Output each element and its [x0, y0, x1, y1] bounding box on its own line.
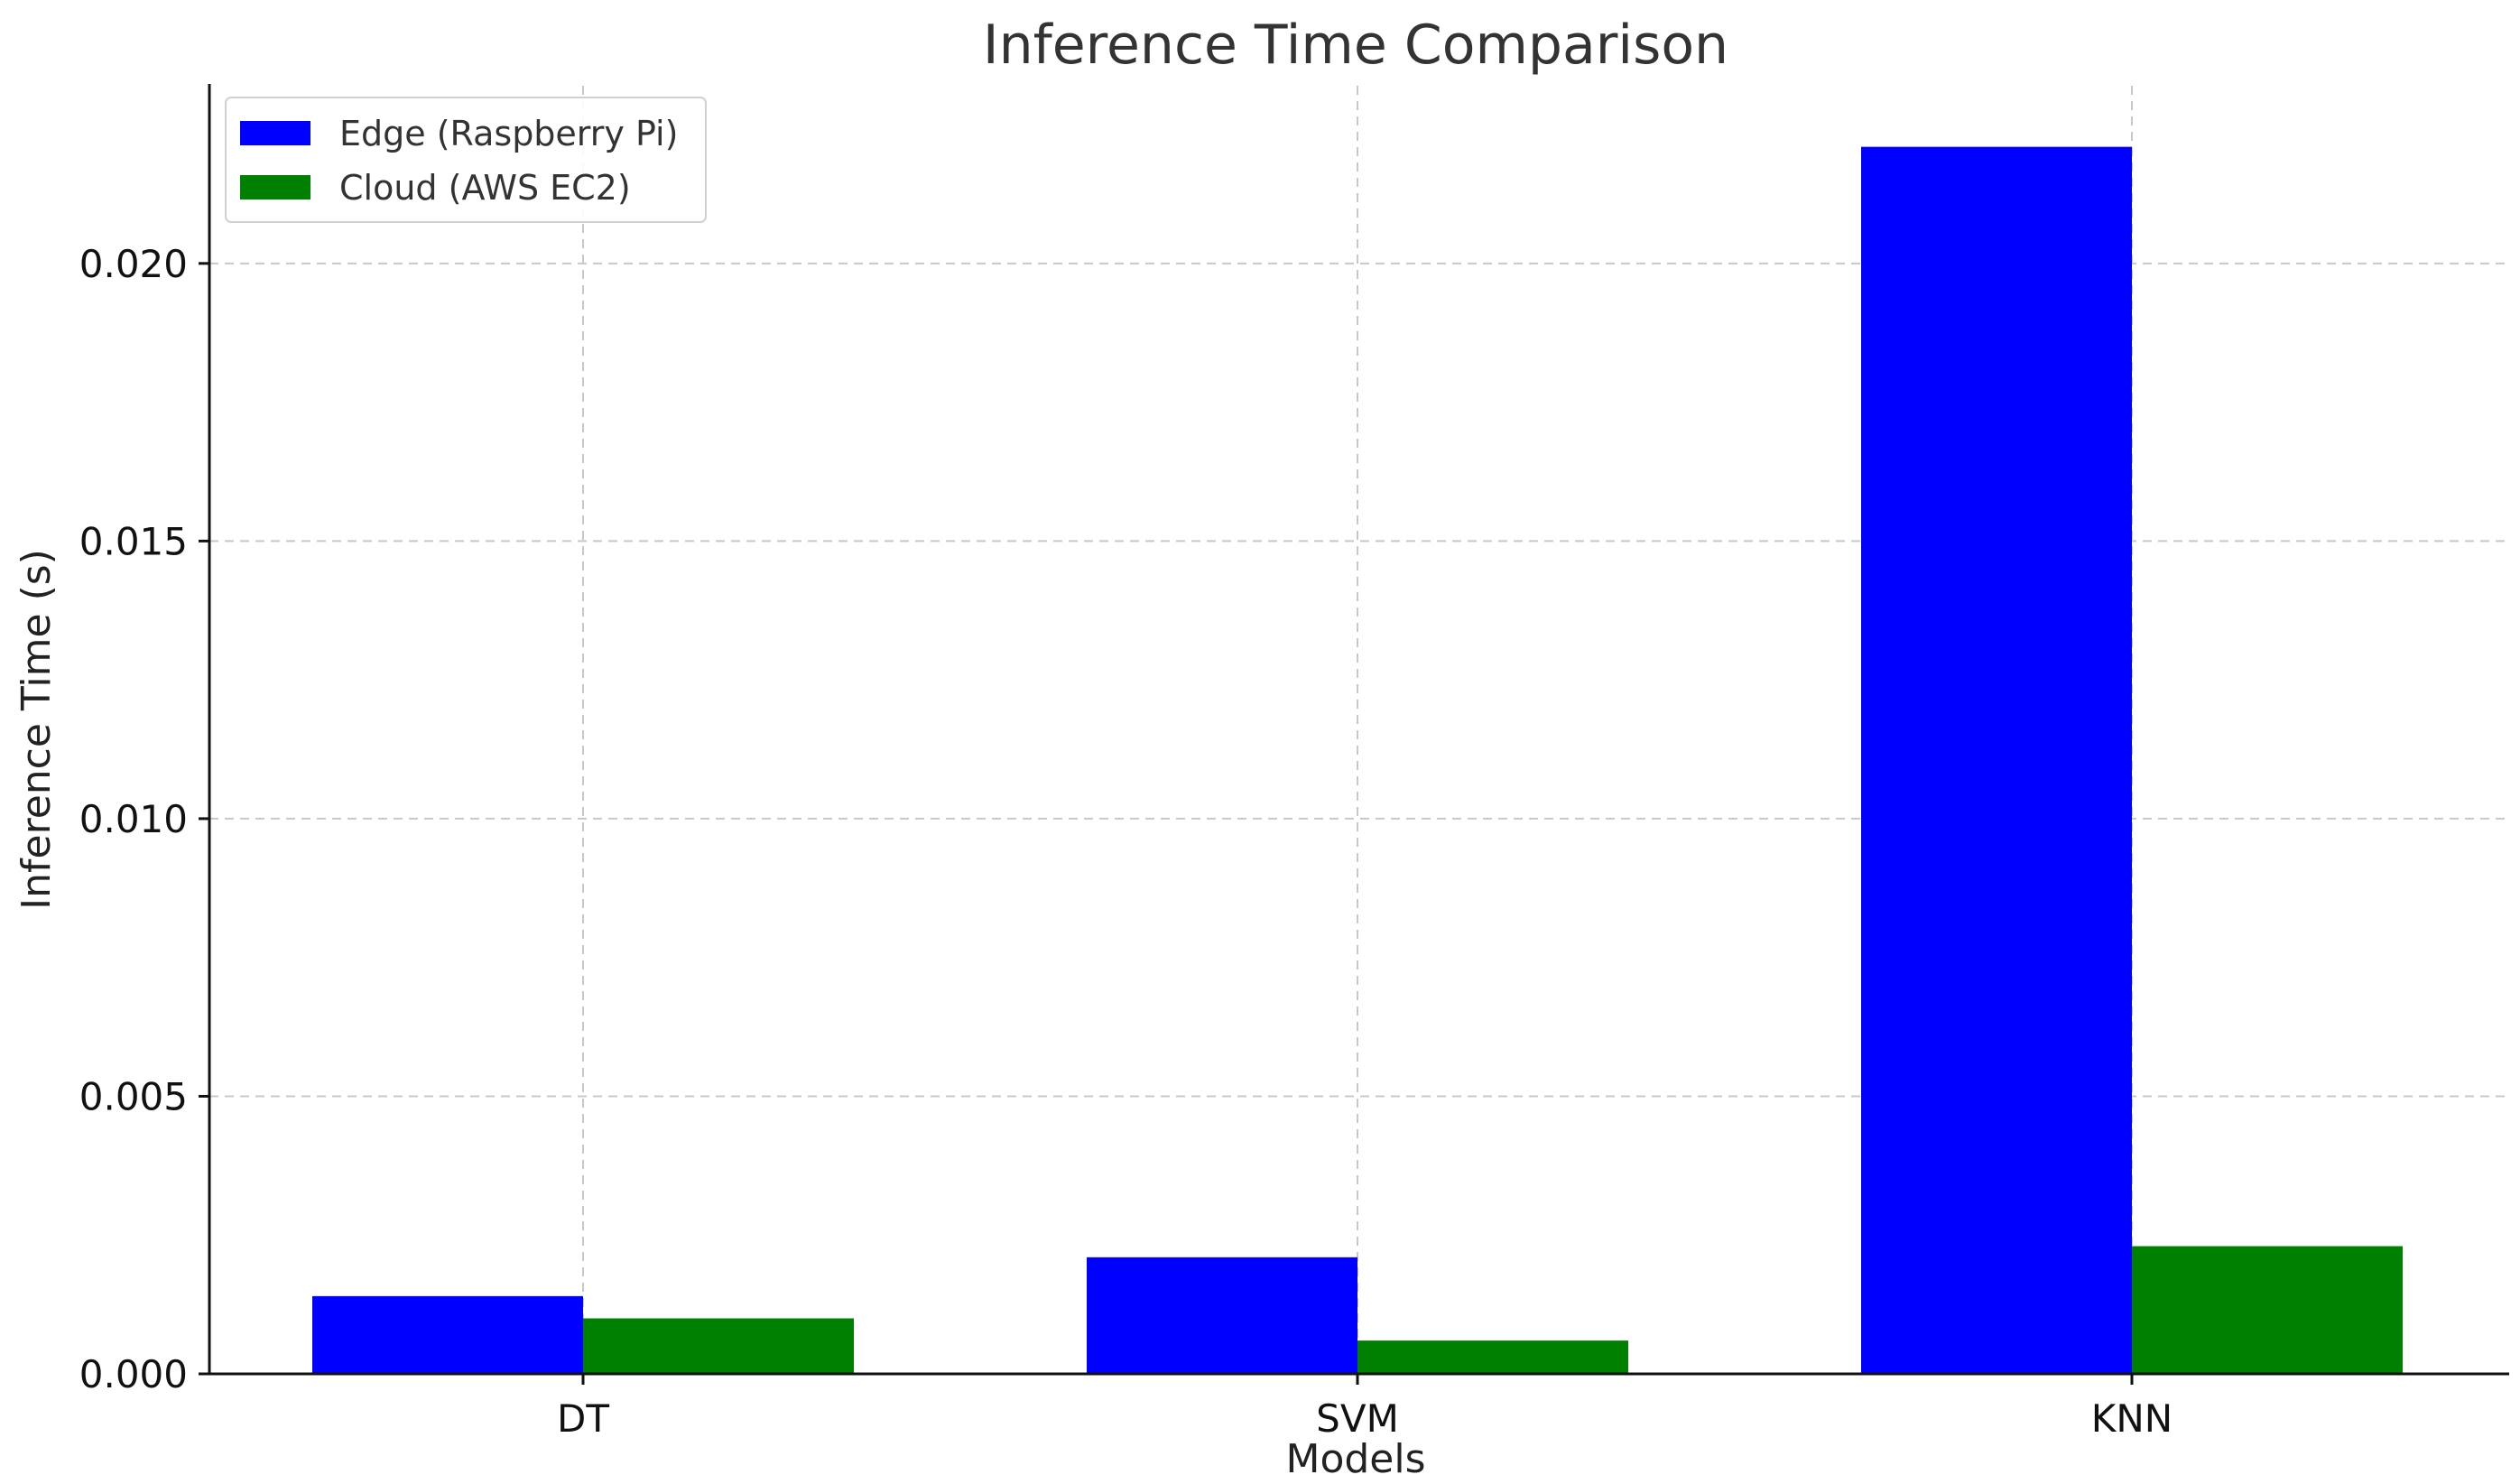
legend-swatch [240, 175, 310, 199]
axes [199, 84, 2509, 1385]
legend-box [225, 97, 707, 223]
bar-dt-cloud [583, 1318, 854, 1374]
y-tick-label: 0.005 [79, 1074, 188, 1118]
y-tick-label: 0.020 [79, 242, 188, 286]
x-tick-label: SVM [1316, 1396, 1399, 1441]
y-axis-label: Inference Time (s) [14, 549, 60, 910]
bar-dt-edge [312, 1295, 583, 1374]
tick-labels: 0.000 0.005 0.010 0.015 0.020 DT SVM KNN [79, 242, 2173, 1441]
legend-swatch [240, 121, 310, 145]
y-tick-label: 0.010 [79, 797, 188, 841]
chart-title: Inference Time Comparison [983, 14, 1728, 77]
bars [312, 146, 2403, 1375]
bar-svm-edge [1087, 1257, 1357, 1374]
x-axis-label: Models [1285, 1436, 1425, 1482]
legend-label: Cloud (AWS EC2) [339, 168, 631, 208]
y-tick-label: 0.000 [79, 1352, 188, 1396]
bar-svm-cloud [1357, 1340, 1628, 1374]
bar-knn-cloud [2132, 1246, 2403, 1374]
bar-knn-edge [1861, 146, 2132, 1375]
x-tick-label: KNN [2091, 1396, 2173, 1441]
legend-label: Edge (Raspberry Pi) [339, 114, 678, 153]
legend: Edge (Raspberry Pi) Cloud (AWS EC2) [225, 97, 707, 223]
y-tick-label: 0.015 [79, 519, 188, 563]
x-tick-label: DT [557, 1396, 609, 1441]
grid [209, 86, 2509, 1374]
